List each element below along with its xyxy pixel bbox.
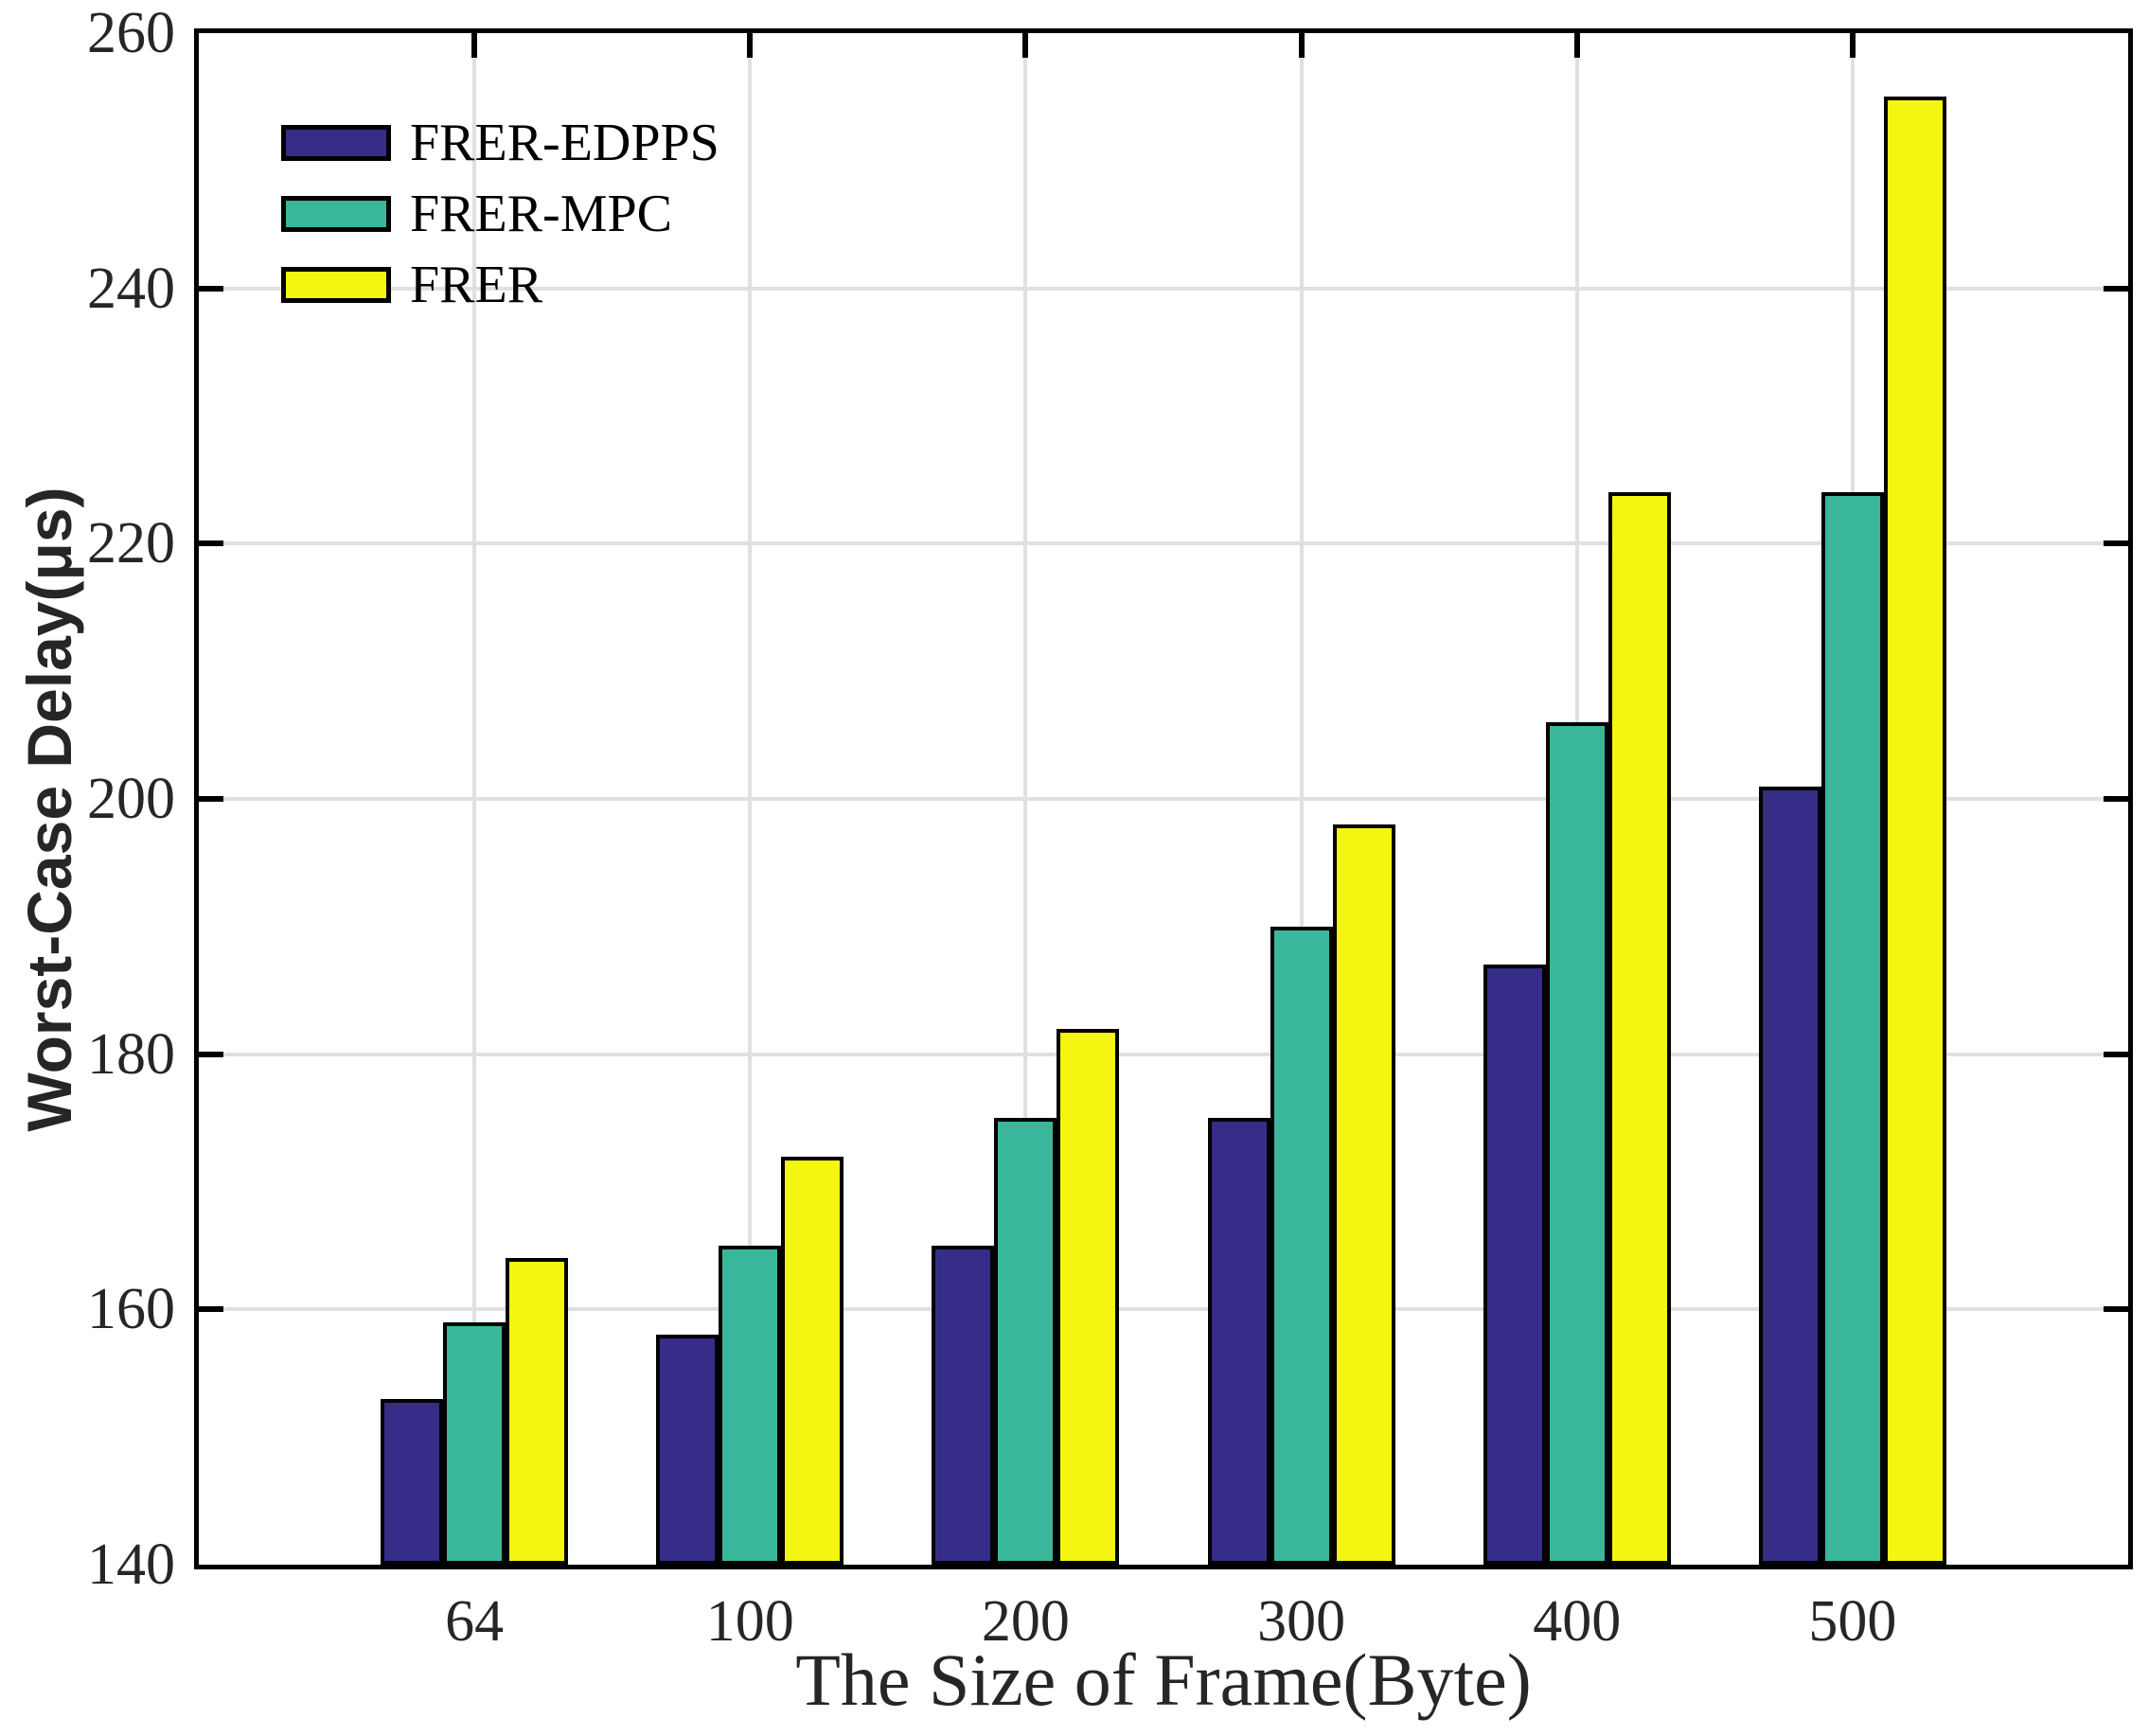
bar-FRER-400	[1607, 492, 1671, 1565]
bar-FRER-200	[1057, 1028, 1120, 1565]
bar-FRER-EDPPS-64	[381, 1398, 444, 1565]
h-gridline-200	[199, 797, 2128, 801]
y-tick-mark-right-160	[2104, 1306, 2128, 1313]
y-tick-mark-left-200	[199, 796, 223, 802]
legend: FRER-EDPPS FRER-MPC FRER	[281, 116, 719, 329]
x-tick-label-500: 500	[1808, 1589, 1897, 1654]
bar-FRER-EDPPS-400	[1483, 965, 1546, 1565]
legend-swatch-FRER	[281, 267, 391, 303]
legend-swatch-FRER-EDPPS	[281, 125, 391, 161]
bar-FRER-MPC-400	[1545, 722, 1608, 1565]
y-tick-label-180: 180	[87, 1021, 175, 1087]
x-tick-mark-top-400	[1573, 33, 1580, 58]
y-axis-label: Worst-Case Delay(μs)	[14, 487, 84, 1132]
x-tick-label-400: 400	[1533, 1589, 1622, 1654]
bar-FRER-300	[1332, 824, 1395, 1565]
y-tick-mark-right-240	[2104, 285, 2128, 292]
bar-FRER-64	[506, 1258, 569, 1565]
bar-FRER-MPC-100	[719, 1245, 782, 1565]
x-tick-mark-top-64	[471, 33, 478, 58]
legend-label-FRER-EDPPS: FRER-EDPPS	[410, 114, 719, 172]
y-tick-mark-left-180	[199, 1051, 223, 1057]
legend-row-FRER-MPC: FRER-MPC	[281, 187, 719, 240]
h-gridline-160	[199, 1307, 2128, 1312]
y-tick-mark-right-220	[2104, 540, 2128, 547]
bar-FRER-EDPPS-300	[1207, 1118, 1270, 1565]
y-tick-mark-left-240	[199, 285, 223, 292]
x-tick-mark-top-300	[1298, 33, 1305, 58]
bar-FRER-100	[781, 1156, 844, 1565]
v-gridline-200	[1023, 33, 1028, 1565]
x-tick-mark-top-100	[747, 33, 754, 58]
legend-row-FRER-EDPPS: FRER-EDPPS	[281, 116, 719, 169]
bar-FRER-MPC-200	[994, 1118, 1057, 1565]
legend-label-FRER: FRER	[410, 256, 543, 314]
y-tick-label-140: 140	[87, 1532, 175, 1597]
h-gridline-220	[199, 541, 2128, 546]
bar-FRER-EDPPS-100	[656, 1335, 719, 1565]
bar-FRER-MPC-500	[1820, 492, 1884, 1565]
v-gridline-64	[472, 33, 477, 1565]
plot-area: FRER-EDPPS FRER-MPC FRER	[194, 28, 2133, 1569]
legend-row-FRER: FRER	[281, 258, 719, 311]
bar-FRER-500	[1883, 97, 1946, 1565]
y-tick-label-200: 200	[87, 767, 175, 831]
legend-label-FRER-MPC: FRER-MPC	[410, 185, 672, 243]
y-tick-mark-left-220	[199, 540, 223, 547]
y-tick-label-240: 240	[87, 256, 175, 321]
h-gridline-180	[199, 1052, 2128, 1056]
y-tick-label-160: 160	[87, 1277, 175, 1342]
x-tick-label-200: 200	[981, 1589, 1070, 1654]
y-tick-label-220: 220	[87, 511, 175, 576]
bar-FRER-MPC-64	[443, 1321, 506, 1565]
y-tick-mark-left-160	[199, 1306, 223, 1313]
bar-FRER-MPC-300	[1270, 926, 1333, 1565]
v-gridline-300	[1299, 33, 1304, 1565]
bar-FRER-EDPPS-500	[1758, 786, 1821, 1565]
y-tick-label-260: 260	[87, 1, 175, 65]
x-tick-label-300: 300	[1257, 1589, 1346, 1654]
x-tick-label-100: 100	[705, 1589, 794, 1654]
x-tick-mark-top-200	[1022, 33, 1029, 58]
x-axis-label: The Size of Frame(Byte)	[795, 1639, 1532, 1721]
y-tick-mark-right-180	[2104, 1051, 2128, 1057]
x-tick-label-64: 64	[445, 1589, 505, 1654]
x-tick-mark-top-500	[1849, 33, 1856, 58]
v-gridline-100	[748, 33, 753, 1565]
y-tick-mark-right-200	[2104, 796, 2128, 802]
legend-swatch-FRER-MPC	[281, 196, 391, 232]
h-gridline-240	[199, 286, 2128, 291]
bar-FRER-EDPPS-200	[932, 1245, 995, 1565]
